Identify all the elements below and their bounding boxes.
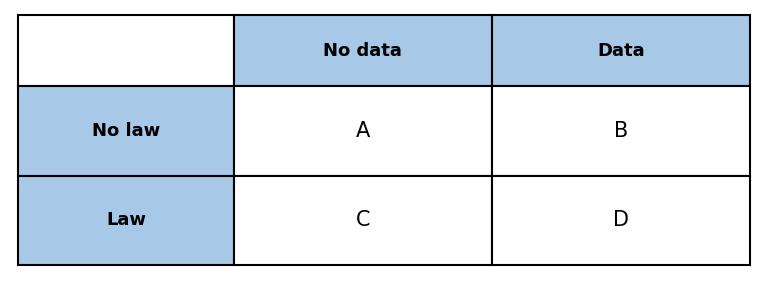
Text: A: A [356, 121, 370, 141]
Text: No law: No law [92, 122, 160, 140]
Text: Law: Law [106, 212, 146, 229]
Bar [492, 15, 750, 86]
Text: No data: No data [323, 42, 402, 60]
Bar [18, 176, 234, 265]
Text: D: D [613, 210, 629, 230]
Bar [234, 86, 492, 176]
Bar [18, 15, 234, 86]
Bar [492, 86, 750, 176]
Text: C: C [356, 210, 370, 230]
Bar [492, 176, 750, 265]
Bar [234, 15, 492, 86]
Text: B: B [614, 121, 628, 141]
Bar [18, 86, 234, 176]
Text: Data: Data [597, 42, 644, 60]
Bar [234, 176, 492, 265]
